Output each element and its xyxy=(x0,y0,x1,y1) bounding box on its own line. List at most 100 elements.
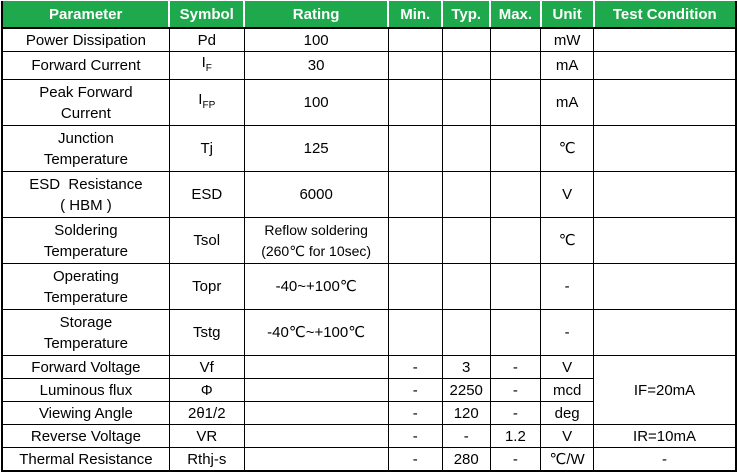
cell-rating xyxy=(243,424,389,448)
cell-parameter: Forward Current xyxy=(1,51,170,80)
cell-min: - xyxy=(387,424,443,448)
column-header-typ: Typ. xyxy=(441,1,491,29)
cell-parameter: Luminous flux xyxy=(1,378,170,402)
cell-parameter: ESD Resistance ( HBM ) xyxy=(1,171,170,218)
cell-unit: ℃ xyxy=(540,217,595,264)
cell-symbol: VR xyxy=(168,424,245,448)
cell-typ xyxy=(441,79,491,126)
cell-test-condition xyxy=(593,27,737,52)
cell-typ xyxy=(441,263,491,310)
cell-test-condition xyxy=(593,309,737,356)
cell-rating: Reflow soldering (260℃ for 10sec) xyxy=(243,217,389,264)
cell-parameter: Operating Temperature xyxy=(1,263,170,310)
cell-typ: 120 xyxy=(441,401,491,425)
cell-rating: 100 xyxy=(243,27,389,52)
cell-test-condition-merged: IF=20mA xyxy=(593,355,737,425)
cell-parameter: Soldering Temperature xyxy=(1,217,170,264)
cell-parameter: Power Dissipation xyxy=(1,27,170,52)
column-header-max: Max. xyxy=(489,1,541,29)
cell-min xyxy=(387,171,443,218)
cell-symbol: IFP xyxy=(168,79,245,126)
cell-typ: 280 xyxy=(441,447,491,472)
cell-unit: mcd xyxy=(540,378,595,402)
column-header-unit: Unit xyxy=(539,1,594,29)
cell-symbol: Pd xyxy=(168,27,245,52)
cell-typ xyxy=(441,217,491,264)
cell-symbol: Vf xyxy=(168,355,245,379)
cell-rating xyxy=(243,355,389,379)
cell-rating: 6000 xyxy=(243,171,389,218)
cell-min: - xyxy=(387,378,443,402)
cell-unit: deg xyxy=(540,401,595,425)
cell-unit: - xyxy=(540,263,595,310)
cell-symbol: Topr xyxy=(168,263,245,310)
table-row: Thermal Resistance Rthj-s - 280 - ℃/W - xyxy=(1,447,737,472)
table-row: Power Dissipation Pd 100 mW xyxy=(1,27,737,52)
cell-test-condition xyxy=(593,263,737,310)
column-header-rating: Rating xyxy=(243,1,389,29)
cell-unit: ℃/W xyxy=(540,447,595,472)
cell-test-condition xyxy=(593,217,737,264)
cell-typ: 3 xyxy=(441,355,491,379)
cell-max: - xyxy=(489,447,542,472)
cell-unit: - xyxy=(540,309,595,356)
cell-min xyxy=(387,263,443,310)
cell-symbol: Tj xyxy=(168,125,245,172)
table-row: Operating Temperature Topr -40~+100℃ - xyxy=(1,263,737,310)
cell-parameter: Junction Temperature xyxy=(1,125,170,172)
column-header-min: Min. xyxy=(387,1,443,29)
cell-test-condition xyxy=(593,79,737,126)
cell-typ xyxy=(441,309,491,356)
cell-parameter: Viewing Angle xyxy=(1,401,170,425)
cell-unit: mW xyxy=(540,27,595,52)
cell-max: 1.2 xyxy=(489,424,542,448)
cell-unit: V xyxy=(540,424,595,448)
cell-max: - xyxy=(489,355,542,379)
cell-rating: -40~+100℃ xyxy=(243,263,389,310)
table-row: Forward Current IF 30 mA xyxy=(1,51,737,80)
cell-unit: mA xyxy=(540,51,595,80)
cell-typ xyxy=(441,27,491,52)
cell-symbol: Φ xyxy=(168,378,245,402)
cell-rating: 30 xyxy=(243,51,389,80)
cell-min: - xyxy=(387,355,443,379)
cell-symbol: IF xyxy=(168,51,245,80)
table-row: Reverse Voltage VR - - 1.2 V IR=10mA xyxy=(1,424,737,448)
cell-max xyxy=(489,125,542,172)
cell-max xyxy=(489,309,542,356)
cell-typ xyxy=(441,125,491,172)
table-row: ESD Resistance ( HBM ) ESD 6000 V xyxy=(1,171,737,218)
table-row: Junction Temperature Tj 125 ℃ xyxy=(1,125,737,172)
cell-min xyxy=(387,27,443,52)
cell-unit: V xyxy=(540,171,595,218)
table-row: Storage Temperature Tstg -40℃~+100℃ - xyxy=(1,309,737,356)
column-header-parameter: Parameter xyxy=(2,1,170,29)
cell-max xyxy=(489,27,542,52)
cell-max xyxy=(489,51,542,80)
cell-symbol: Tstg xyxy=(168,309,245,356)
cell-rating xyxy=(243,447,389,472)
cell-rating xyxy=(243,401,389,425)
cell-min: - xyxy=(387,447,443,472)
cell-max: - xyxy=(489,401,542,425)
cell-parameter: Thermal Resistance xyxy=(1,447,170,472)
cell-parameter: Forward Voltage xyxy=(1,355,170,379)
cell-max xyxy=(489,171,542,218)
cell-test-condition xyxy=(593,171,737,218)
cell-parameter: Reverse Voltage xyxy=(1,424,170,448)
cell-symbol: Rthj-s xyxy=(168,447,245,472)
cell-unit: ℃ xyxy=(540,125,595,172)
cell-max xyxy=(489,263,542,310)
cell-min: - xyxy=(387,401,443,425)
table-row: Viewing Angle 2θ1/2 - 120 - deg xyxy=(1,401,736,425)
cell-max: - xyxy=(489,378,542,402)
table-header-row: Parameter Symbol Rating Min. Typ. Max. U… xyxy=(2,1,736,29)
cell-max xyxy=(489,217,542,264)
cell-min xyxy=(387,309,443,356)
cell-unit: mA xyxy=(540,79,595,126)
table-row: Peak Forward Current IFP 100 mA xyxy=(1,79,737,126)
cell-test-condition: IR=10mA xyxy=(593,424,737,448)
cell-min xyxy=(387,51,443,80)
table-row: Luminous flux Φ - 2250 - mcd xyxy=(1,378,736,402)
